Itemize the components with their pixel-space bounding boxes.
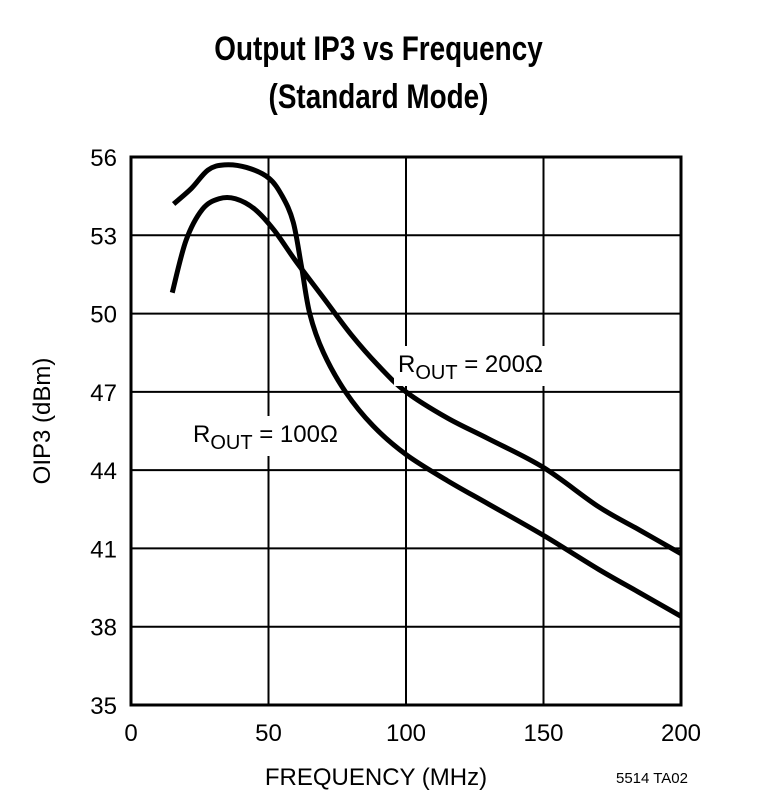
- series-label-rest: = 200Ω: [458, 351, 543, 378]
- footnote: 5514 TA02: [616, 770, 688, 787]
- series-label-rest: = 100Ω: [253, 421, 338, 448]
- series-label-main: R: [398, 351, 415, 378]
- series-label-sub: OUT: [210, 432, 252, 454]
- y-axis-label: OIP3 (dBm): [29, 358, 56, 485]
- x-tick-label: 100: [386, 720, 426, 747]
- series-line-rout-200: [169, 194, 683, 556]
- x-tick-label: 150: [523, 720, 563, 747]
- y-tick-label: 53: [90, 223, 117, 250]
- chart-subtitle: (Standard Mode): [268, 78, 489, 116]
- series-label: ROUT = 200Ω: [398, 351, 543, 384]
- y-tick-label: 56: [90, 145, 117, 172]
- series-label-sub: OUT: [415, 362, 457, 384]
- y-tick-label: 44: [90, 458, 117, 485]
- x-tick-label: 0: [124, 720, 137, 747]
- y-tick-label: 38: [90, 615, 117, 642]
- plot-frame: [129, 155, 683, 707]
- y-tick-label: 47: [90, 380, 117, 407]
- y-tick-label: 41: [90, 536, 117, 563]
- y-tick-label: 35: [90, 693, 117, 720]
- x-axis-label: FREQUENCY (MHz): [265, 764, 487, 791]
- x-tick-label: 200: [661, 720, 701, 747]
- series-label: ROUT = 100Ω: [193, 421, 338, 454]
- series-label-main: R: [193, 421, 210, 448]
- chart-title: Output IP3 vs Frequency: [214, 30, 543, 68]
- x-tick-label: 50: [255, 720, 282, 747]
- series-line-rout-100: [171, 162, 683, 619]
- y-tick-label: 50: [90, 302, 117, 329]
